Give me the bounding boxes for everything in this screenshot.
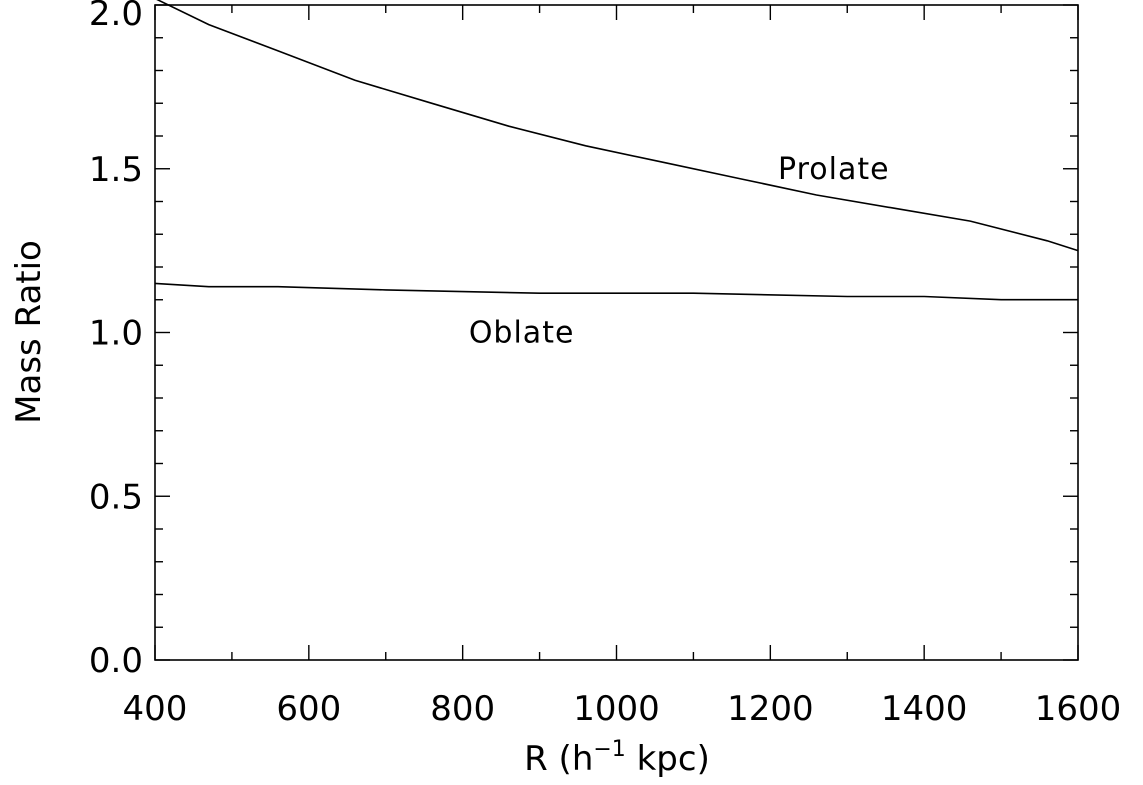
series-annotation: Oblate bbox=[469, 316, 575, 351]
series-annotation: Prolate bbox=[778, 152, 890, 187]
y-tick-label: 1.5 bbox=[89, 150, 143, 190]
series-annotations: Prolate Oblate bbox=[469, 152, 890, 351]
x-tick-label: 1000 bbox=[573, 689, 660, 729]
y-tick-label: 0.0 bbox=[89, 641, 143, 681]
x-axis-title-tail: kpc) bbox=[626, 739, 710, 779]
y-tick-label: 1.0 bbox=[89, 314, 143, 354]
x-axis-title-superscript: −1 bbox=[593, 737, 625, 762]
series-line-2 bbox=[154, 282, 1078, 301]
x-axis-title-main: R (h bbox=[524, 739, 593, 779]
x-tick-label: 1400 bbox=[881, 689, 968, 729]
y-axis-ticks: 0.0 0.5 1.0 1.5 2.0 bbox=[89, 0, 1078, 681]
y-tick-label: 2.0 bbox=[89, 0, 143, 34]
series-line-1 bbox=[156, 0, 1079, 252]
x-tick-label: 800 bbox=[430, 689, 495, 729]
y-tick-label: 0.5 bbox=[89, 477, 143, 517]
series-lines bbox=[154, 0, 1079, 301]
plot-axes bbox=[154, 4, 1079, 661]
x-tick-label: 1200 bbox=[727, 689, 814, 729]
x-tick-label: 600 bbox=[276, 689, 341, 729]
x-tick-label: 400 bbox=[123, 689, 188, 729]
y-axis-title: Mass Ratio bbox=[9, 240, 49, 424]
plot-frame bbox=[154, 4, 1079, 661]
x-axis-title: R (h−1 kpc) bbox=[524, 737, 710, 779]
x-tick-label: 1600 bbox=[1035, 689, 1122, 729]
x-axis-ticks: 400 600 800 1000 1200 1400 1600 bbox=[123, 5, 1122, 729]
